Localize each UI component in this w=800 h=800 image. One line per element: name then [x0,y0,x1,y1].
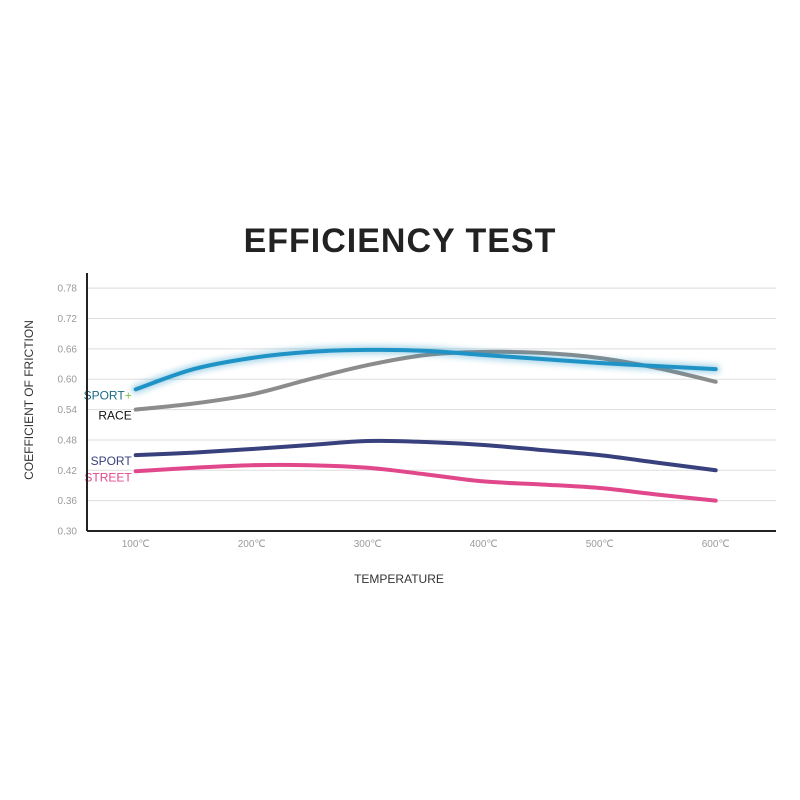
series-labels: RACE SPORT+ SPORT STREET [84,388,133,484]
y-tick-labels: 0.30 0.36 0.42 0.48 0.54 0.60 0.66 0.72 0.78 [58,284,78,538]
y-axis-label: COEFFICIENT OF FRICTION [22,320,36,480]
y-tick-label: 0.54 [58,405,78,416]
y-tick-label: 0.60 [58,375,78,386]
series-label-sport-plus: SPORT+ [84,388,132,402]
y-tick-label: 0.36 [58,496,78,507]
y-tick-label: 0.78 [58,284,78,295]
series-label-street: STREET [84,470,132,484]
x-tick-label: 200℃ [238,539,266,550]
x-tick-label: 100℃ [122,539,150,550]
y-tick-label: 0.72 [58,314,78,325]
series-lines [131,345,721,503]
x-tick-label: 500℃ [586,539,614,550]
series-line-sport-plus [133,347,718,392]
series-line-street [133,462,718,503]
x-tick-label: 400℃ [470,539,498,550]
series-label-sport: SPORT [91,454,133,468]
x-axis-label: TEMPERATURE [354,572,444,586]
y-tick-label: 0.42 [58,466,78,477]
x-tick-label: 600℃ [702,539,730,550]
series-line-sport [133,438,718,473]
y-tick-label: 0.66 [58,344,78,355]
x-tick-labels: 100℃ 200℃ 300℃ 400℃ 500℃ 600℃ [122,539,730,550]
x-tick-label: 300℃ [354,539,382,550]
series-label-race: RACE [98,409,131,423]
chart-title: EFFICIENCY TEST [244,222,557,260]
y-tick-label: 0.30 [58,527,78,538]
y-tick-label: 0.48 [58,435,78,446]
